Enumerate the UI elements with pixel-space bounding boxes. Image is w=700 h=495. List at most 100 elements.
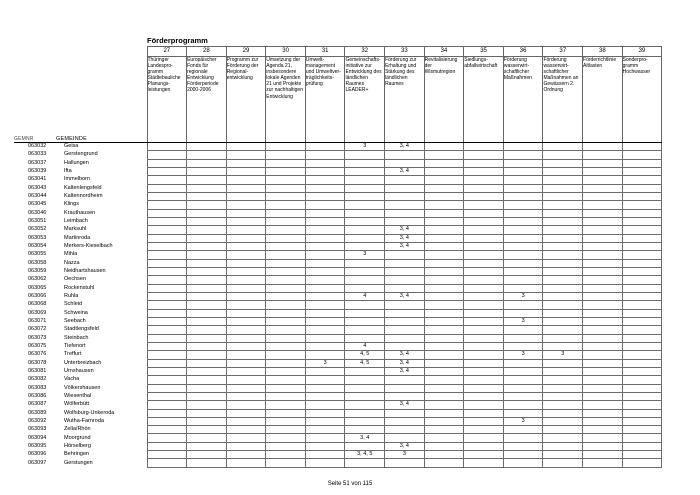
value-cell-33: [384, 208, 425, 218]
value-cell-32: [344, 391, 386, 402]
value-cell-35: [463, 366, 504, 377]
value-cell-32: [344, 158, 386, 169]
value-cell-38: [582, 191, 623, 202]
value-cell-30: [265, 141, 306, 152]
gemnr-cell: 063089: [28, 409, 47, 416]
value-cell-37: [542, 200, 584, 210]
gemeinde-cell: Wiesenthal: [64, 393, 92, 399]
gemnr-cell: 063082: [28, 376, 47, 383]
value-cell-29: [225, 358, 267, 368]
value-cell-31: [304, 175, 346, 185]
value-cell-29: [225, 141, 267, 152]
gemnr-cell: 063043: [28, 184, 47, 191]
column-header-30: Umsetzung der Agenda 21, insbesondere lo…: [265, 56, 306, 143]
value-cell-35: [463, 383, 504, 393]
value-cell-30: [265, 233, 306, 243]
gemeinde-cell: Marksuhl: [64, 226, 87, 233]
column-header-27: Thüringer Landespro-gramm Städtebauliche…: [146, 56, 188, 143]
value-cell-39: [621, 291, 663, 302]
value-cell-28: [186, 158, 227, 169]
gemnr-cell: 063095: [28, 442, 47, 449]
value-cell-27: [146, 275, 188, 285]
value-cell-33: [384, 433, 425, 443]
value-cell-34: [423, 325, 465, 335]
value-cell-38: [582, 366, 623, 377]
value-cell-32: [344, 316, 386, 327]
table-row: 063053 Martinroda 3, 4: [14, 233, 663, 243]
value-cell-39: [621, 283, 663, 293]
value-cell-34: [423, 250, 465, 260]
column-header-28: Europäischer Fonds für regionale Entwick…: [186, 56, 227, 143]
value-cell-37: [542, 300, 584, 310]
value-cell-32: [344, 425, 386, 435]
gemeinde-cell: Behringen: [64, 451, 90, 458]
value-cell-37: [542, 150, 584, 160]
gemnr-cell: 063094: [28, 434, 47, 441]
value-cell-27: [146, 458, 188, 468]
value-cell-29: [225, 450, 267, 460]
column-header-35: Siedlungs-abfallwirtschaft: [463, 56, 504, 143]
value-cell-33: [384, 191, 425, 202]
value-cell-34: [423, 241, 465, 252]
value-cell-33: 3, 4: [384, 225, 425, 235]
column-number-36: 36: [502, 46, 544, 57]
value-cell-31: [304, 416, 346, 427]
value-cell-33: [384, 300, 425, 310]
gemeinde-cell: Ifta: [64, 168, 72, 175]
gemnr-cell: 063069: [28, 309, 47, 316]
value-cell-31: [304, 200, 346, 210]
value-cell-30: [265, 225, 306, 235]
value-cell-39: [621, 141, 663, 152]
value-cell-35: [463, 275, 504, 285]
value-cell-39: [621, 416, 663, 427]
value-cell-39: [621, 150, 663, 160]
value-cell-29: [225, 308, 267, 318]
value-cell-39: [621, 408, 663, 418]
value-cell-39: [621, 325, 663, 335]
value-cell-36: [502, 158, 544, 169]
value-cell-27: [146, 350, 188, 360]
value-cell-35: [463, 325, 504, 335]
value-cell-29: [225, 208, 267, 218]
value-cell-28: [186, 216, 227, 227]
gemeinde-cell: Seebach: [64, 318, 86, 325]
value-cell-38: [582, 341, 623, 352]
value-cell-38: [582, 383, 623, 393]
table-row: 063052 Marksuhl 3, 4: [14, 225, 663, 235]
value-cell-34: [423, 233, 465, 243]
gemeinde-cell: Merkers-Kieselbach: [64, 243, 113, 250]
value-cell-37: [542, 233, 584, 243]
value-cell-39: [621, 200, 663, 210]
value-cell-37: [542, 308, 584, 318]
value-cell-34: [423, 183, 465, 193]
value-cell-32: [344, 191, 386, 202]
value-cell-29: [225, 433, 267, 443]
value-cell-34: [423, 333, 465, 343]
value-cell-31: [304, 141, 346, 152]
value-cell-27: [146, 200, 188, 210]
value-cell-31: [304, 425, 346, 435]
value-cell-34: [423, 316, 465, 327]
value-cell-27: [146, 225, 188, 235]
value-cell-29: [225, 316, 267, 327]
value-cell-34: [423, 141, 465, 152]
value-cell-38: [582, 441, 623, 452]
value-cell-30: [265, 366, 306, 377]
table-header: 27 28 29 30 31 32 33 34 35 36 37 38 39 GEMNR GEMEINDE T…: [14, 46, 663, 143]
value-cell-27: [146, 375, 188, 385]
value-cell-32: [344, 225, 386, 235]
value-cell-32: [344, 266, 386, 277]
value-cell-28: [186, 266, 227, 277]
column-number-37: 37: [542, 46, 584, 57]
value-cell-30: [265, 200, 306, 210]
value-cell-34: [423, 166, 465, 177]
value-cell-39: [621, 458, 663, 468]
gemeinde-cell: Kaltenlengsfeld: [64, 184, 102, 191]
value-cell-28: [186, 416, 227, 427]
value-cell-33: 3, 4: [384, 350, 425, 360]
value-cell-39: [621, 183, 663, 193]
value-cell-38: [582, 450, 623, 460]
value-cell-29: [225, 191, 267, 202]
value-cell-27: [146, 183, 188, 193]
table-row: 063093 Zella/Rhön: [14, 425, 663, 435]
